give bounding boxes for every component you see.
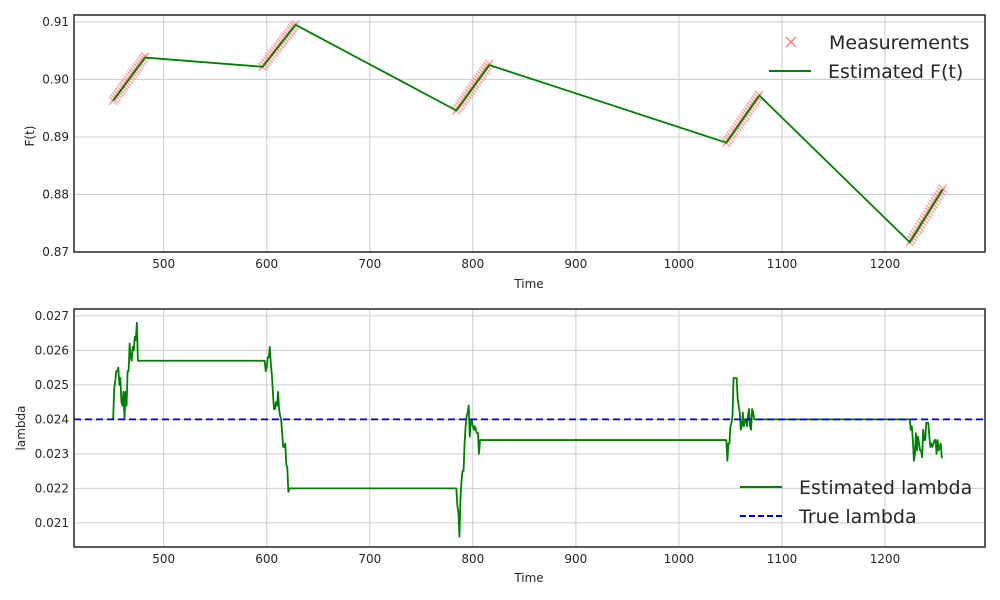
x-tick-label: 700 xyxy=(358,257,381,271)
y-tick-label: 0.026 xyxy=(35,343,69,357)
x-tick-labels: 500 600 700 800 900 1000 1100 1200 xyxy=(152,257,900,271)
y-tick-label: 0.89 xyxy=(42,130,69,144)
y-tick-label: 0.022 xyxy=(35,481,69,495)
plot-data xyxy=(108,19,948,247)
x-tick-label: 700 xyxy=(358,552,381,566)
x-tick-label: 900 xyxy=(564,552,587,566)
x-tick-labels: 500 600 700 800 900 1000 1100 1200 xyxy=(152,552,900,566)
subplot-f-of-t: 500 600 700 800 900 1000 1100 1200 0.87 0.88 0.89… xyxy=(23,14,986,291)
x-tick-label: 500 xyxy=(152,257,175,271)
axes-frame xyxy=(73,308,986,548)
legend-entry-estimated-lambda: Estimated lambda xyxy=(740,477,972,499)
legend: Estimated lambda True lambda xyxy=(740,477,972,528)
legend-entry-estimated-f: Estimated F(t) xyxy=(769,61,963,83)
y-tick-label: 0.023 xyxy=(35,447,69,461)
y-axis-label: lambda xyxy=(14,406,28,451)
legend-label-measurements: Measurements xyxy=(829,32,969,54)
x-tick-label: 1200 xyxy=(870,552,901,566)
y-tick-labels: 0.021 0.022 0.023 0.024 0.025 0.026 0.027 xyxy=(35,309,69,530)
legend-entry-true-lambda: True lambda xyxy=(740,506,917,528)
y-tick-label: 0.91 xyxy=(42,15,69,29)
y-tick-labels: 0.87 0.88 0.89 0.90 0.91 xyxy=(42,15,69,259)
x-tick-label: 800 xyxy=(461,552,484,566)
subplot-lambda: 500 600 700 800 900 1000 1100 1200 0.0210.0220.… xyxy=(14,308,986,585)
x-axis-label: Time xyxy=(513,277,543,291)
legend-marker-x-icon xyxy=(785,36,797,48)
measurement-point xyxy=(140,51,150,61)
legend-label-estimated-lambda: Estimated lambda xyxy=(799,477,972,499)
y-tick-label: 0.024 xyxy=(35,412,69,426)
legend-entry-measurements: Measurements xyxy=(785,32,969,54)
y-tick-label: 0.025 xyxy=(35,378,69,392)
x-tick-label: 900 xyxy=(564,257,587,271)
x-tick-label: 600 xyxy=(255,257,278,271)
legend: Measurements Estimated F(t) xyxy=(769,32,969,83)
x-tick-label: 800 xyxy=(461,257,484,271)
series-line-estimated-f-t xyxy=(112,23,944,244)
x-tick-label: 1200 xyxy=(870,257,901,271)
y-axis-label: F(t) xyxy=(23,126,37,147)
y-tick-label: 0.021 xyxy=(35,516,69,530)
legend-label-true-lambda: True lambda xyxy=(798,506,917,528)
legend-label-estimated-f: Estimated F(t) xyxy=(828,61,963,83)
x-tick-label: 1100 xyxy=(767,257,798,271)
x-tick-label: 600 xyxy=(255,552,278,566)
measurement-point xyxy=(938,184,948,194)
y-tick-label: 0.87 xyxy=(42,245,69,259)
y-tick-label: 0.90 xyxy=(42,72,69,86)
series-line-estimated-lambda xyxy=(112,321,943,538)
x-tick-label: 1000 xyxy=(664,257,695,271)
plot-area xyxy=(74,309,985,547)
plot-area xyxy=(74,15,985,252)
x-tick-label: 500 xyxy=(152,552,175,566)
x-tick-label: 1000 xyxy=(664,552,695,566)
x-axis-label: Time xyxy=(513,571,543,585)
axes-frame xyxy=(73,14,986,253)
y-tick-label: 0.027 xyxy=(35,309,69,323)
plot-data xyxy=(74,321,985,538)
x-tick-label: 1100 xyxy=(767,552,798,566)
y-tick-label: 0.88 xyxy=(42,187,69,201)
